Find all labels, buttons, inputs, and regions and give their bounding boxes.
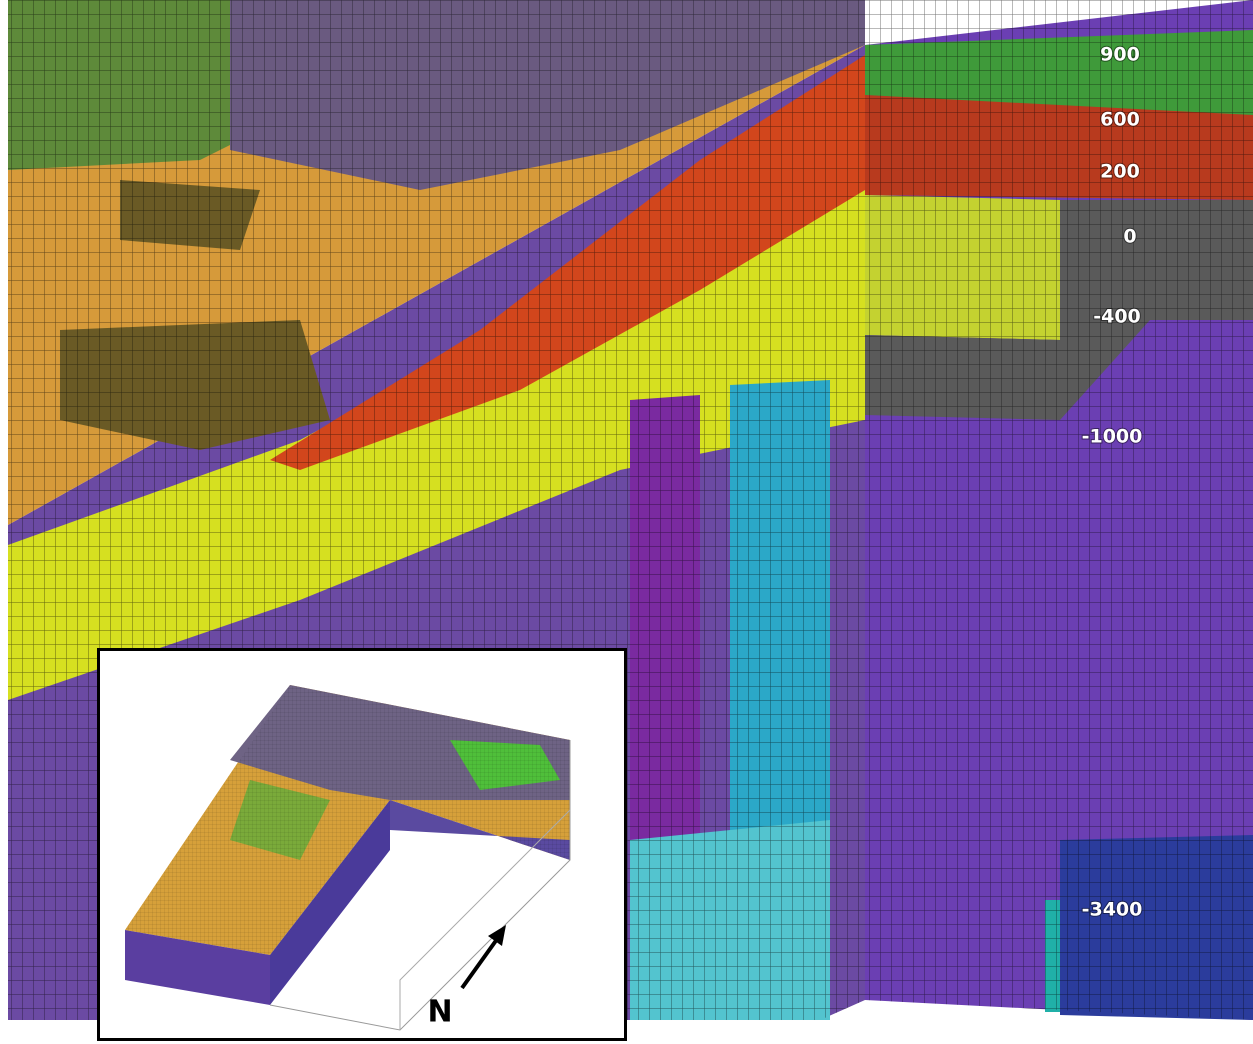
depth-label: -1000 — [1082, 426, 1143, 448]
north-label: N — [427, 995, 452, 1030]
depth-label: 900 — [1100, 44, 1140, 66]
geological-model: 900 600 200 0 -400 -1000 -3400 N — [0, 0, 1253, 1044]
depth-label: 600 — [1100, 109, 1140, 131]
inset-map: N — [99, 650, 626, 1040]
depth-label: 200 — [1100, 161, 1140, 183]
depth-label: -400 — [1093, 306, 1141, 328]
depth-label: -3400 — [1082, 899, 1143, 921]
depth-label: 0 — [1123, 226, 1136, 248]
